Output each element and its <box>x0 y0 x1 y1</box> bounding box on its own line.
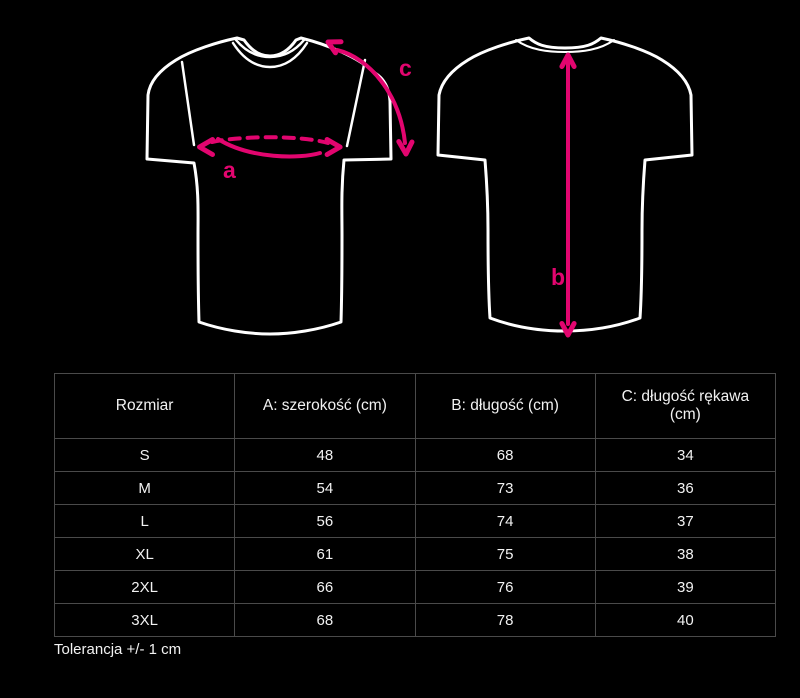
svg-text:b: b <box>551 264 565 290</box>
svg-text:a: a <box>223 157 236 183</box>
svg-text:c: c <box>399 55 412 81</box>
